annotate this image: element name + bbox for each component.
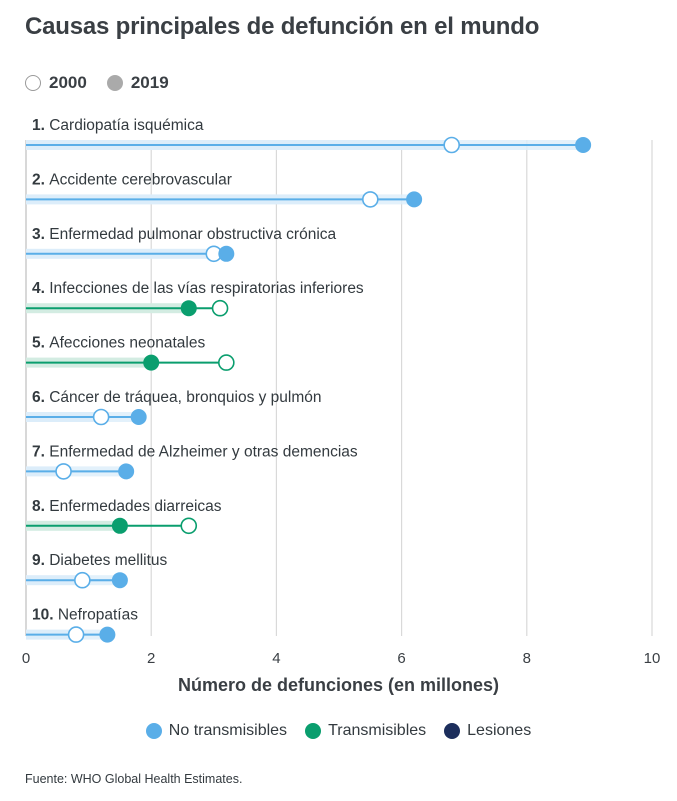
marker-2019 <box>143 354 160 371</box>
marker-2019 <box>111 517 128 534</box>
marker-2019 <box>406 191 423 208</box>
marker-2000 <box>361 191 379 208</box>
x-tick-label: 8 <box>523 650 531 667</box>
row-label: 4. Infecciones de las vías respiratorias… <box>32 280 364 297</box>
legend-label: Lesiones <box>467 722 532 739</box>
marker-2019 <box>118 463 135 480</box>
legend-dot-icon <box>444 723 461 739</box>
year-legend-label: 2019 <box>130 73 169 92</box>
open-circle-icon <box>25 75 41 91</box>
marker-2000 <box>218 354 235 371</box>
marker-2000 <box>443 136 460 154</box>
marker-2019 <box>180 300 197 317</box>
marker-2000 <box>211 299 229 317</box>
row-label: 10. Nefropatías <box>32 607 138 624</box>
row-label: 1. Cardiopatía isquémica <box>32 117 204 134</box>
category-legend: No transmisibles Transmisibles Lesiones <box>0 722 677 740</box>
source-note: Fuente: WHO Global Health Estimates. <box>25 772 243 786</box>
year-legend: 2000 2019 <box>25 73 183 93</box>
x-tick-label: 0 <box>22 650 30 667</box>
marker-2000 <box>55 463 72 480</box>
marker-2000 <box>74 571 91 589</box>
legend-item-no-transmisibles[interactable]: No transmisibles <box>145 722 288 740</box>
row-label: 2. Accidente cerebrovascular <box>32 171 232 188</box>
marker-2019 <box>130 409 147 425</box>
marker-2019 <box>111 572 128 589</box>
marker-2019 <box>575 137 592 153</box>
x-tick-label: 6 <box>397 650 405 667</box>
x-tick-label: 4 <box>272 650 280 667</box>
marker-2019 <box>218 245 235 262</box>
legend-item-lesiones[interactable]: Lesiones <box>444 722 531 740</box>
marker-2000 <box>92 408 110 426</box>
row-label: 3. Enfermedad pulmonar obstructiva cróni… <box>32 226 337 243</box>
legend-item-transmisibles[interactable]: Transmisibles <box>305 722 426 740</box>
x-axis-title: Número de defunciones (en millones) <box>177 675 500 695</box>
marker-2019 <box>99 626 116 643</box>
legend-dot-icon <box>145 723 162 739</box>
legend-label: Transmisibles <box>328 722 427 739</box>
year-legend-item-2000[interactable]: 2000 <box>25 73 87 93</box>
year-legend-label: 2000 <box>49 73 87 92</box>
marker-2000 <box>67 626 85 643</box>
x-tick-label: 2 <box>147 650 155 667</box>
row-label: 7. Enfermedad de Alzheimer y otras demen… <box>32 443 358 460</box>
row-label: 5. Afecciones neonatales <box>32 335 205 352</box>
x-tick-label: 10 <box>644 650 661 667</box>
marker-2000 <box>180 517 198 535</box>
row-label: 9. Diabetes mellitus <box>32 552 168 569</box>
filled-circle-icon <box>106 75 123 91</box>
row-label: 8. Enfermedades diarreicas <box>32 498 222 515</box>
row-label: 6. Cáncer de tráquea, bronquios y pulmón <box>32 389 322 406</box>
legend-label: No transmisibles <box>168 722 288 739</box>
legend-dot-icon <box>305 723 322 739</box>
year-legend-item-2019[interactable]: 2019 <box>106 73 169 93</box>
chart-title: Causas principales de defunción en el mu… <box>25 13 540 40</box>
